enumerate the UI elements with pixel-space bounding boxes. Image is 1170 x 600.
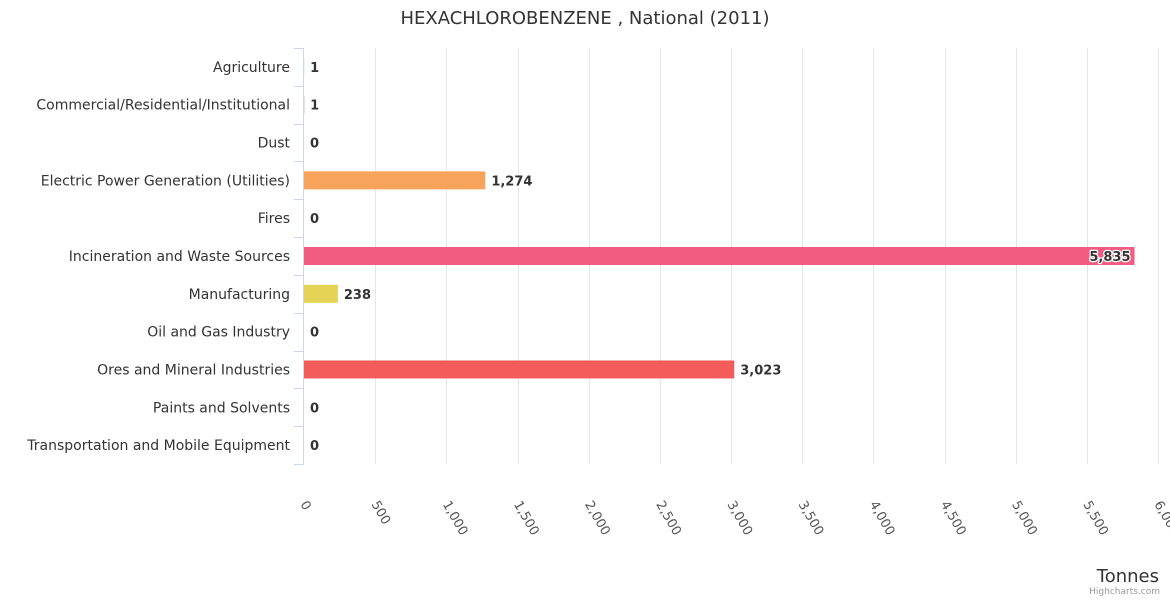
x-tick-label: 1,500 [510, 499, 542, 539]
category-label: Agriculture [213, 60, 290, 76]
chart-title: HEXACHLOROBENZENE , National (2011) [400, 8, 769, 29]
x-tick-label: 0 [297, 499, 314, 514]
category-label: Electric Power Generation (Utilities) [41, 173, 290, 189]
bar[interactable] [304, 360, 735, 379]
data-label: 0 [310, 439, 319, 454]
credits-link[interactable]: Highcharts.com [1089, 587, 1160, 597]
x-tick-label: 4,000 [866, 499, 898, 539]
category-label: Paints and Solvents [153, 400, 290, 416]
value-axis-ticks: 0 500 1,000 1,500 2,000 2,500 3,000 3,500 4,000 4… [297, 499, 1170, 539]
category-label: Commercial/Residential/Institutional [36, 98, 290, 114]
x-tick-label: 3,500 [795, 499, 827, 539]
x-tick-label: 5,000 [1008, 499, 1040, 539]
category-label: Transportation and Mobile Equipment [26, 438, 290, 454]
data-label: 0 [310, 137, 319, 152]
bar[interactable] [304, 247, 1135, 265]
data-label: 1 [310, 61, 319, 76]
x-tick-label: 6,000 [1151, 499, 1170, 539]
data-labels: 1 1 0 1,274 0 5,835 238 0 3,023 0 0 [310, 61, 1132, 454]
x-tick-label: 3,000 [724, 499, 756, 539]
data-label: 0 [310, 401, 319, 416]
category-label: Ores and Mineral Industries [97, 362, 290, 378]
x-tick-label: 2,500 [652, 499, 684, 539]
category-axis: Agriculture Commercial/Residential/Instit… [26, 48, 304, 465]
bar[interactable] [304, 284, 338, 303]
data-label: 0 [310, 212, 319, 227]
category-label: Manufacturing [189, 287, 290, 303]
x-tick-label: 1,000 [439, 499, 471, 539]
data-label: 0 [310, 326, 319, 341]
data-label: 1,274 [491, 174, 532, 189]
data-label: 1 [310, 99, 319, 114]
x-tick-label: 5,500 [1079, 499, 1111, 539]
x-tick-label: 2,000 [581, 499, 613, 539]
x-tick-label: 4,500 [937, 499, 969, 539]
x-tick-label: 500 [368, 499, 393, 528]
data-label: 238 [344, 288, 371, 303]
bars [304, 57, 1135, 379]
category-label: Oil and Gas Industry [147, 325, 290, 341]
bar[interactable] [304, 171, 486, 190]
value-axis-title: Tonnes [1096, 566, 1159, 587]
data-label: 5,835 [1089, 250, 1130, 265]
data-label: 3,023 [740, 363, 781, 378]
category-label: Fires [258, 211, 290, 227]
category-label: Dust [258, 136, 291, 152]
category-label: Incineration and Waste Sources [69, 249, 290, 265]
